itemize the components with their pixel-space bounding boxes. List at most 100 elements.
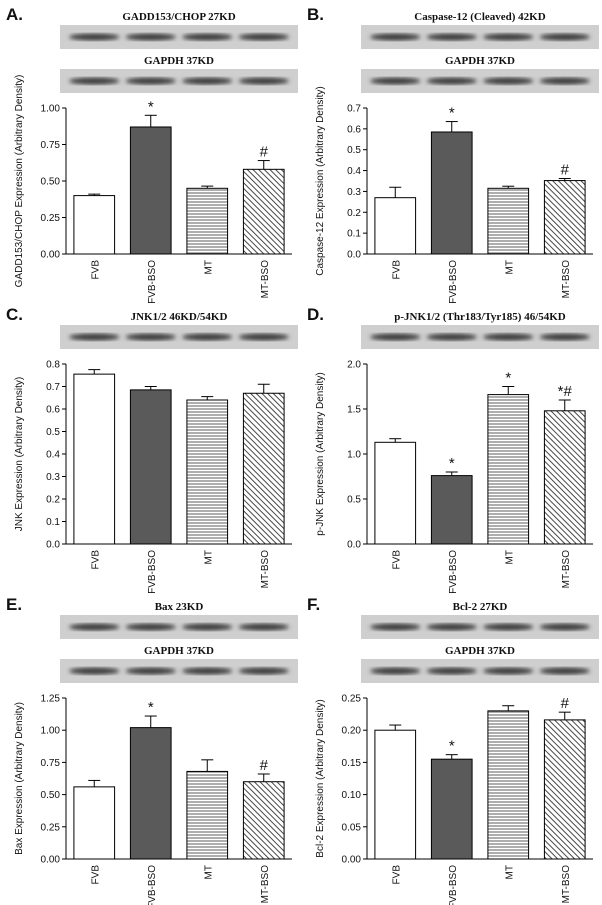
y-tick-label: 0.3 (347, 187, 361, 198)
blot-band (238, 333, 289, 341)
x-tick-label: FVB-BSO (147, 550, 158, 594)
x-tick-label: MT (203, 550, 214, 564)
panel-label: D. (307, 305, 324, 324)
blot-band (125, 33, 176, 41)
bar (430, 475, 473, 545)
blot-band (483, 77, 534, 85)
y-tick-label: 1.5 (347, 405, 361, 416)
y-tick-label: 0.50 (41, 790, 61, 801)
y-tick-label: 1.25 (41, 694, 61, 705)
significance-mark: * (449, 738, 455, 755)
y-tick-label: 0.3 (46, 472, 60, 483)
bar (487, 710, 530, 860)
bar (129, 389, 172, 545)
blot-band (539, 667, 590, 675)
blot-title: GADD153/CHOP 27KD (122, 11, 235, 23)
y-axis-label: Bax Expression (Arbitrary Density) (14, 702, 25, 855)
y-tick-label: 0.2 (46, 495, 60, 506)
blot-title: Bax 23KD (155, 601, 204, 613)
blot-title: Caspase-12 (Cleaved) 42KD (414, 11, 545, 23)
y-axis-label: Bcl-2 Expression (Arbitrary Density) (315, 699, 326, 857)
bar (186, 770, 229, 860)
significance-mark: * (505, 370, 511, 387)
y-tick-label: 0.6 (347, 124, 361, 135)
blot-band (69, 77, 120, 85)
y-axis-label: JNK Expression (Arbitrary Density) (14, 377, 25, 531)
significance-mark: * (449, 105, 455, 122)
x-tick-label: FVB (90, 260, 101, 280)
y-axis-label: Caspase-12 Expression (Arbitrary Density… (315, 86, 326, 276)
blot-band (69, 333, 120, 341)
blot-band (125, 333, 176, 341)
significance-mark: # (260, 757, 269, 774)
y-tick-label: 0.25 (41, 822, 61, 833)
blot-band (182, 623, 233, 631)
bar (73, 373, 116, 545)
x-tick-label: MT (504, 260, 515, 274)
y-tick-label: 0.00 (342, 855, 362, 866)
panel-label: B. (307, 5, 324, 24)
blot-title: p-JNK1/2 (Thr183/Tyr185) 46/54KD (394, 311, 566, 323)
y-tick-label: 0.0 (46, 540, 60, 551)
x-tick-label: FVB-BSO (448, 550, 459, 594)
blot-band (182, 333, 233, 341)
x-tick-label: MT-BSO (260, 865, 271, 904)
x-tick-label: MT-BSO (260, 260, 271, 299)
y-tick-label: 0.05 (342, 822, 362, 833)
bar (487, 187, 530, 255)
y-tick-label: 0.0 (347, 540, 361, 551)
y-tick-label: 1.0 (347, 450, 361, 461)
blot-band (426, 33, 477, 41)
bar (129, 126, 172, 255)
blot-band (125, 623, 176, 631)
significance-mark: # (260, 144, 269, 161)
y-tick-label: 0.5 (347, 495, 361, 506)
panel-label: E. (6, 595, 22, 614)
x-tick-label: FVB (90, 865, 101, 885)
blot-band (370, 333, 421, 341)
y-tick-label: 0.50 (41, 177, 61, 188)
bar (430, 131, 473, 255)
blot-band (483, 623, 534, 631)
x-tick-label: MT (504, 550, 515, 564)
x-tick-label: MT-BSO (260, 550, 271, 589)
x-tick-label: FVB (90, 550, 101, 570)
y-tick-label: 1.00 (41, 726, 61, 737)
y-tick-label: 0.0 (347, 250, 361, 261)
x-tick-label: FVB-BSO (147, 865, 158, 905)
blot-band (539, 77, 590, 85)
y-tick-label: 0.75 (41, 140, 61, 151)
panel-label: A. (6, 5, 23, 24)
blot-band (539, 33, 590, 41)
blot-band (125, 77, 176, 85)
y-tick-label: 1.00 (41, 104, 61, 115)
significance-mark: * (148, 699, 154, 716)
bar (242, 168, 285, 255)
y-tick-label: 0.00 (41, 855, 61, 866)
x-tick-label: MT (203, 260, 214, 274)
blot-band (125, 667, 176, 675)
blot-band (182, 33, 233, 41)
bar (374, 729, 417, 860)
y-tick-label: 0.00 (41, 250, 61, 261)
blot-band (483, 333, 534, 341)
significance-mark: # (561, 161, 570, 178)
bar (374, 441, 417, 545)
blot-band (238, 33, 289, 41)
bar (186, 399, 229, 545)
blot-band (426, 667, 477, 675)
blot-band (238, 623, 289, 631)
significance-mark: * (449, 455, 455, 472)
y-tick-label: 0.5 (46, 427, 60, 438)
y-tick-label: 0.1 (347, 229, 361, 240)
significance-mark: # (561, 695, 570, 712)
panel-label: F. (307, 595, 320, 614)
bar (543, 180, 586, 255)
y-tick-label: 0.5 (347, 145, 361, 156)
bar (487, 394, 530, 545)
bar (374, 197, 417, 255)
blot-band (539, 333, 590, 341)
bar (186, 187, 229, 255)
bar (543, 719, 586, 860)
